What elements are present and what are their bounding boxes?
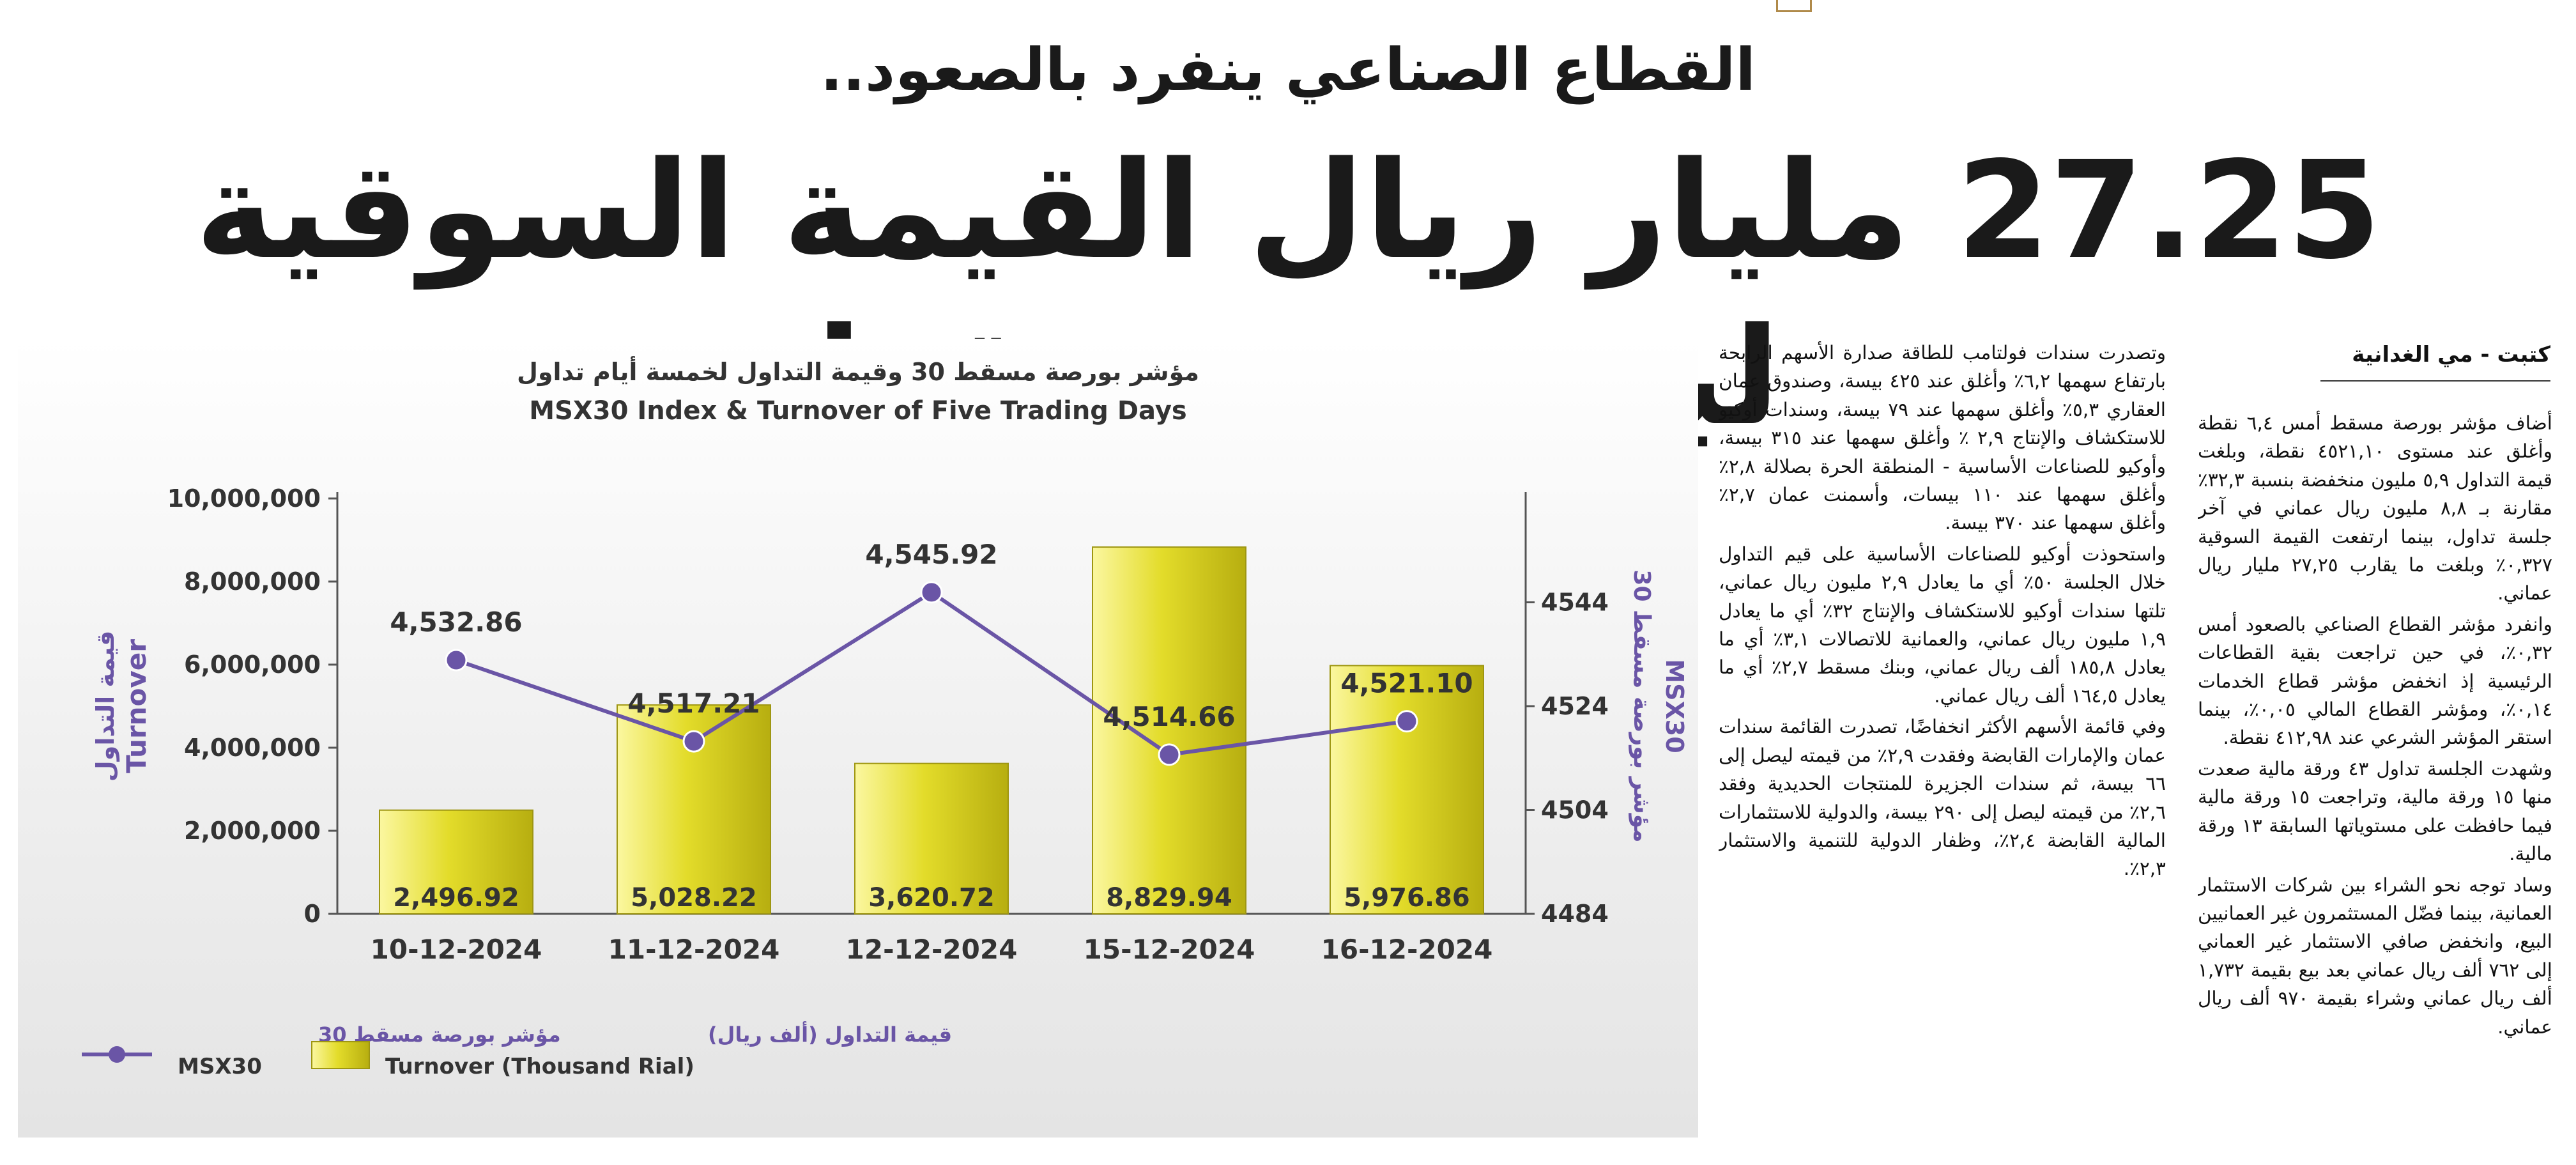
x-tick-label: 11-12-2024 (608, 934, 780, 965)
legend-msx30-marker (109, 1046, 125, 1063)
x-tick-label: 15-12-2024 (1084, 934, 1255, 965)
x-tick-label: 10-12-2024 (371, 934, 542, 965)
x-tick-label: 16-12-2024 (1321, 934, 1493, 965)
chart-title-arabic: مؤشر بورصة مسقط 30 وقيمة التداول لخمسة أ… (516, 358, 1200, 386)
legend-turnover-label: Turnover (Thousand Rial) (385, 1054, 694, 1079)
legend-turnover-label-arabic: قيمة التداول (ألف ريال) (708, 1021, 952, 1047)
bar-value-label: 5,976.86 (1344, 883, 1469, 913)
legend-msx30-label: MSX30 (178, 1054, 262, 1079)
left-tick-label: 8,000,000 (184, 567, 321, 596)
msx30-line (456, 590, 1407, 757)
right-tick-label: 4544 (1541, 589, 1609, 617)
chart-title: MSX30 Index & Turnover of Five Trading D… (529, 396, 1187, 426)
right-tick-label: 4524 (1541, 692, 1609, 720)
left-axis-title-arabic: قيمة التداول (91, 631, 120, 782)
bar-value-label: 5,028.22 (631, 883, 756, 913)
msx30-point (445, 649, 468, 672)
bar-value-label: 3,620.72 (868, 883, 994, 913)
paragraph: وساد توجه نحو الشراء بين شركات الاستثمار… (2198, 874, 2552, 1038)
paragraph: وانفرد مؤشر القطاع الصناعي بالصعود أمس ٠… (2198, 613, 2552, 749)
msx30-point (920, 581, 943, 604)
article-right-column: أضاف مؤشر بورصة مسقط أمس ٦,٤ نقطة وأغلق … (2198, 409, 2552, 1144)
bar-value-label: 2,496.92 (393, 883, 519, 913)
paragraph: وفي قائمة الأسهم الأكثر انخفاضًا، تصدرت … (1719, 716, 2166, 880)
turnover-bar (1330, 665, 1484, 914)
line-value-label: 4,514.66 (1103, 701, 1235, 732)
headline-kicker: القطاع الصناعي ينفرد بالصعود.. (820, 36, 1756, 104)
left-tick-label: 2,000,000 (184, 817, 321, 845)
left-tick-label: 4,000,000 (184, 734, 321, 762)
turnover-bar (854, 762, 1009, 914)
msx30-point (1158, 743, 1181, 766)
left-tick-label: 6,000,000 (184, 651, 321, 679)
page-headline: 27.25 مليار ريال القيمة السوقية لبورصة م… (195, 132, 2382, 455)
msx30-point (1395, 710, 1418, 733)
legend-turnover-swatch (311, 1041, 370, 1069)
right-axis-title-arabic: مؤشر بورصة مسقط 30 (1629, 569, 1655, 842)
msx30-point (682, 730, 705, 753)
left-axis-title: Turnover (121, 639, 152, 773)
left-tick-label: 10,000,000 (167, 484, 321, 513)
line-value-label: 4,545.92 (865, 539, 997, 570)
right-axis-title: MSX30 (1660, 659, 1689, 753)
paragraph: وتصدرت سندات فولتامب للطاقة صدارة الأسهم… (1719, 342, 2166, 534)
chart-svg: 0 2,000,000 4,000,000 6,000,000 8,000,000 10,… (82, 484, 1689, 1079)
corner-ornament (1776, 0, 1812, 12)
turnover-bar (379, 809, 533, 914)
line-value-label: 4,521.10 (1340, 668, 1473, 699)
bar-value-label: 8,829.94 (1106, 883, 1232, 913)
right-tick-label: 4504 (1541, 796, 1609, 824)
paragraph: وشهدت الجلسة تداول ٤٣ ورقة مالية صعدت من… (2198, 757, 2552, 865)
article-middle-column: وتصدرت سندات فولتامب للطاقة صدارة الأسهم… (1719, 339, 2166, 1144)
x-tick-label: 12-12-2024 (846, 934, 1018, 965)
paragraph: واستحوذت أوكيو للصناعات الأساسية على قيم… (1719, 543, 2166, 707)
paragraph: أضاف مؤشر بورصة مسقط أمس ٦,٤ نقطة وأغلق … (2198, 412, 2552, 605)
chart-panel: مؤشر بورصة مسقط 30 وقيمة التداول لخمسة أ… (18, 339, 1698, 1138)
turnover-bar (1092, 546, 1246, 914)
line-value-label: 4,517.21 (627, 688, 760, 719)
line-value-label: 4,532.86 (390, 606, 522, 638)
right-tick-label: 4484 (1541, 900, 1609, 928)
left-tick-label: 0 (304, 900, 321, 928)
byline: كتبت - مي الغدانية (2320, 342, 2550, 382)
